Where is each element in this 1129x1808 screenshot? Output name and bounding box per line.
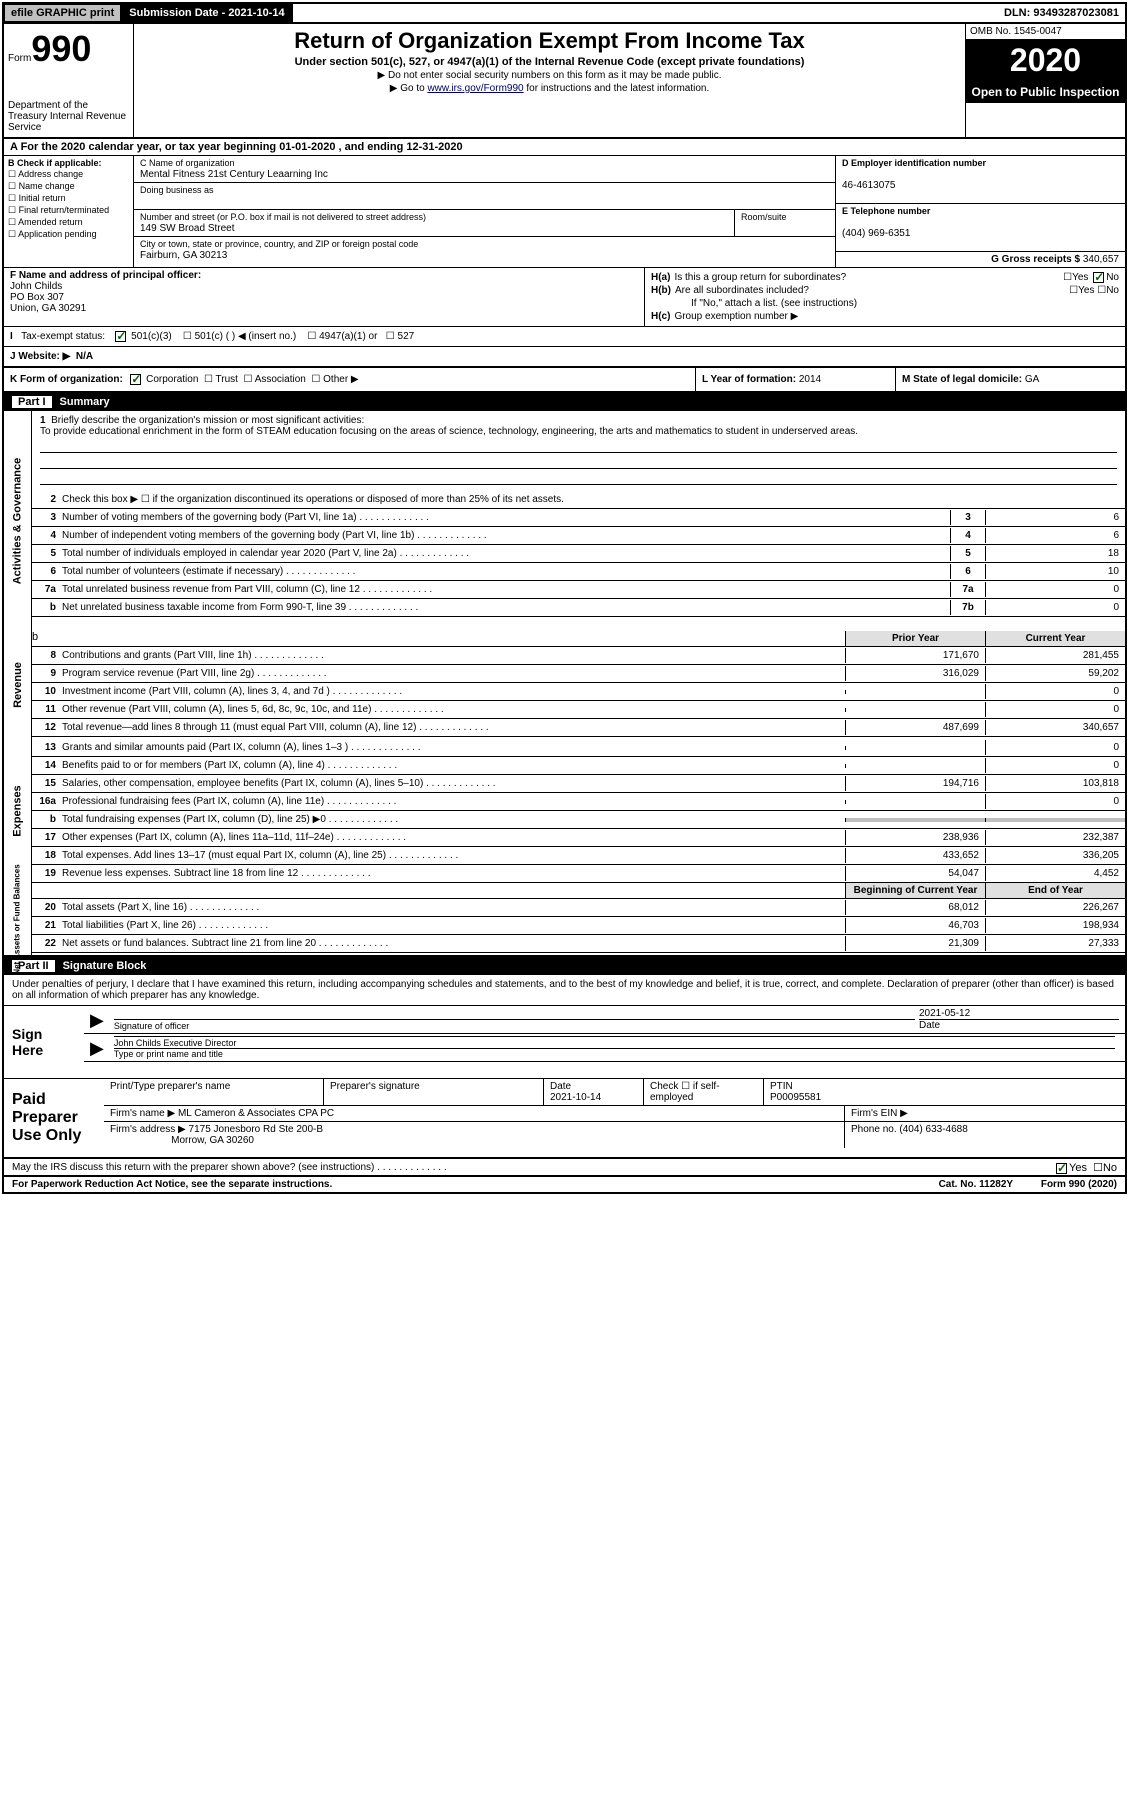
table-row: 19Revenue less expenses. Subtract line 1…	[32, 865, 1125, 883]
table-row: 18Total expenses. Add lines 13–17 (must …	[32, 847, 1125, 865]
irs-link[interactable]: www.irs.gov/Form990	[427, 83, 523, 94]
table-row: bNet unrelated business taxable income f…	[32, 599, 1125, 617]
table-row: 5Total number of individuals employed in…	[32, 545, 1125, 563]
paid-preparer-section: Paid Preparer Use Only Print/Type prepar…	[4, 1079, 1125, 1159]
form-header: Form990 Department of the Treasury Inter…	[4, 24, 1125, 139]
ptin: P00095581	[770, 1092, 821, 1103]
part2-header: Part IISignature Block	[4, 957, 1125, 975]
open-public: Open to Public Inspection	[966, 81, 1125, 103]
form-990-page: efile GRAPHIC print Submission Date - 20…	[2, 2, 1127, 1194]
year-formation: 2014	[799, 374, 821, 385]
table-row: 8Contributions and grants (Part VIII, li…	[32, 647, 1125, 665]
tax-year: 2020	[966, 40, 1125, 81]
ein-value: 46-4613075	[842, 180, 895, 191]
net-assets-section: Net Assets or Fund Balances Beginning of…	[4, 883, 1125, 957]
dln: DLN: 93493287023081	[998, 5, 1125, 21]
name-title-field: John Childs Executive DirectorType or pr…	[114, 1036, 1115, 1059]
mission-text: To provide educational enrichment in the…	[40, 426, 858, 437]
firm-addr2: Morrow, GA 30260	[171, 1135, 254, 1146]
firm-addr1: 7175 Jonesboro Rd Ste 200-B	[189, 1124, 324, 1135]
omb-number: OMB No. 1545-0047	[966, 24, 1125, 40]
instruction-1: ▶ Do not enter social security numbers o…	[142, 70, 957, 81]
table-row: 4Number of independent voting members of…	[32, 527, 1125, 545]
sign-arrow-icon-2: ▶	[90, 1038, 104, 1059]
table-row: 16aProfessional fundraising fees (Part I…	[32, 793, 1125, 811]
table-row: 17Other expenses (Part IX, column (A), l…	[32, 829, 1125, 847]
org-name: Mental Fitness 21st Century Leaarning In…	[140, 169, 328, 180]
table-row: 22Net assets or fund balances. Subtract …	[32, 935, 1125, 953]
org-city: Fairburn, GA 30213	[140, 250, 227, 261]
period-row: A For the 2020 calendar year, or tax yea…	[4, 139, 1125, 156]
discuss-yes-check[interactable]	[1056, 1163, 1067, 1174]
chk-name-change[interactable]: ☐ Name change	[8, 181, 129, 192]
tax-exempt-row: I Tax-exempt status: 501(c)(3) ☐ 501(c) …	[4, 327, 1125, 347]
subtitle: Under section 501(c), 527, or 4947(a)(1)…	[142, 56, 957, 68]
main-title: Return of Organization Exempt From Incom…	[142, 28, 957, 54]
website-value: N/A	[76, 351, 93, 362]
officer-name: John Childs	[10, 281, 62, 292]
section-b: B Check if applicable: ☐ Address change …	[4, 156, 134, 267]
table-row: 14Benefits paid to or for members (Part …	[32, 757, 1125, 775]
table-row: bTotal fundraising expenses (Part IX, co…	[32, 811, 1125, 829]
chk-amended[interactable]: ☐ Amended return	[8, 217, 129, 228]
page-footer: For Paperwork Reduction Act Notice, see …	[4, 1177, 1125, 1192]
sign-here-section: Sign Here ▶ Signature of officer 2021-05…	[4, 1006, 1125, 1079]
phone-value: (404) 969-6351	[842, 228, 910, 239]
section-d-e-g: D Employer identification number46-46130…	[835, 156, 1125, 267]
prep-phone: (404) 633-4688	[899, 1124, 967, 1135]
table-row: 13Grants and similar amounts paid (Part …	[32, 739, 1125, 757]
officer-addr1: PO Box 307	[10, 292, 64, 303]
state-domicile: GA	[1025, 374, 1039, 385]
chk-corporation[interactable]	[130, 374, 141, 385]
form-number: 990	[31, 28, 91, 69]
line2: Check this box ▶ ☐ if the organization d…	[62, 492, 1125, 507]
sign-date: 2021-05-12	[919, 1008, 1119, 1020]
section-c: C Name of organizationMental Fitness 21s…	[134, 156, 835, 267]
signature-officer-field[interactable]: Signature of officer	[114, 1019, 915, 1031]
top-bar: efile GRAPHIC print Submission Date - 20…	[4, 4, 1125, 24]
table-row: 7aTotal unrelated business revenue from …	[32, 581, 1125, 599]
activities-section: Activities & Governance 1 Briefly descri…	[4, 411, 1125, 631]
firm-name: ML Cameron & Associates CPA PC	[178, 1108, 334, 1119]
officer-h-row: F Name and address of principal officer:…	[4, 268, 1125, 327]
instruction-2: ▶ Go to www.irs.gov/Form990 for instruct…	[142, 83, 957, 94]
revenue-section: Revenue bPrior YearCurrent Year 8Contrib…	[4, 631, 1125, 739]
gross-receipts: 340,657	[1083, 254, 1119, 265]
expenses-section: Expenses 13Grants and similar amounts pa…	[4, 739, 1125, 883]
dept-treasury: Department of the Treasury Internal Reve…	[8, 100, 129, 133]
discuss-row: May the IRS discuss this return with the…	[4, 1159, 1125, 1177]
table-row: 3Number of voting members of the governi…	[32, 509, 1125, 527]
table-row: 12Total revenue—add lines 8 through 11 (…	[32, 719, 1125, 737]
org-info-section: B Check if applicable: ☐ Address change …	[4, 156, 1125, 268]
efile-print-button[interactable]: efile GRAPHIC print	[4, 4, 121, 22]
k-row: K Form of organization: Corporation ☐ Tr…	[4, 368, 1125, 393]
form-prefix: Form	[8, 53, 31, 64]
prep-date: 2021-10-14	[550, 1092, 601, 1103]
sign-arrow-icon: ▶	[90, 1010, 104, 1031]
part1-header: Part ISummary	[4, 393, 1125, 411]
table-row: 6Total number of volunteers (estimate if…	[32, 563, 1125, 581]
table-row: 9Program service revenue (Part VIII, lin…	[32, 665, 1125, 683]
ha-no-check[interactable]	[1093, 272, 1104, 283]
chk-pending[interactable]: ☐ Application pending	[8, 229, 129, 240]
table-row: 10Investment income (Part VIII, column (…	[32, 683, 1125, 701]
chk-initial-return[interactable]: ☐ Initial return	[8, 193, 129, 204]
table-row: 20Total assets (Part X, line 16)68,01222…	[32, 899, 1125, 917]
officer-addr2: Union, GA 30291	[10, 303, 86, 314]
table-row: 15Salaries, other compensation, employee…	[32, 775, 1125, 793]
table-row: 11Other revenue (Part VIII, column (A), …	[32, 701, 1125, 719]
chk-final-return[interactable]: ☐ Final return/terminated	[8, 205, 129, 216]
chk-501c3[interactable]	[115, 331, 126, 342]
declaration: Under penalties of perjury, I declare th…	[4, 975, 1125, 1006]
submission-date: Submission Date - 2021-10-14	[121, 4, 292, 22]
table-row: 21Total liabilities (Part X, line 26)46,…	[32, 917, 1125, 935]
chk-address-change[interactable]: ☐ Address change	[8, 169, 129, 180]
org-street: 149 SW Broad Street	[140, 223, 235, 234]
website-row: J Website: ▶ N/A	[4, 347, 1125, 368]
